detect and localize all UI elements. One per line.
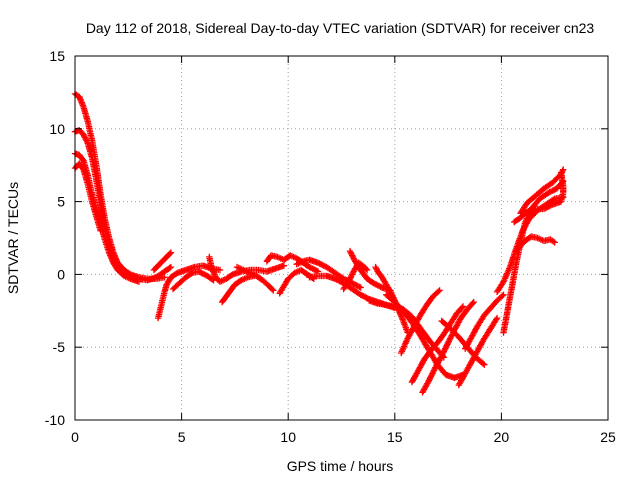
series-arc-5 [150,249,175,274]
plus-markers [462,291,507,352]
grid [75,56,608,420]
y-tick-label: -5 [53,339,66,355]
plus-markers [511,169,567,226]
series-arc-29 [515,233,558,252]
x-tick-label: 20 [494,429,510,445]
series-arc-16 [346,247,394,294]
series-arc-20 [398,287,443,357]
plus-markers [169,268,217,293]
plus-markers [346,247,394,294]
x-tick-label: 15 [387,429,403,445]
plus-markers [233,263,277,294]
plus-markers [150,249,175,274]
plus-markers [218,272,258,306]
x-tick-label: 5 [178,429,186,445]
series-arc-24 [455,314,501,389]
plot-area-border [74,55,609,421]
data-markers [71,90,567,396]
series-arc-9 [218,272,258,306]
series-arc-7 [169,268,217,293]
series-arc-21 [408,303,467,386]
y-tick-label: -10 [45,412,65,428]
y-tick-label: 10 [49,121,65,137]
plus-markers [515,233,558,252]
y-tick-label: 0 [57,266,65,282]
x-tick-label: 0 [71,429,79,445]
x-tick-label: 25 [600,429,616,445]
y-axis-label: SDTVAR / TECUs [5,182,21,294]
axis-ticks: 0 5 10 15 20 25 -10 -5 0 5 10 15 [45,48,616,445]
y-tick-label: 15 [49,48,65,64]
chart-title: Day 112 of 2018, Sidereal Day-to-day VTE… [86,20,595,36]
x-tick-label: 10 [280,429,296,445]
plus-markers [398,287,443,357]
plus-markers [408,303,467,386]
y-tick-label: 5 [57,194,65,210]
plus-markers [276,266,317,297]
series-arc-30 [511,169,567,226]
series-arc-2 [71,127,175,284]
series-arc-12 [276,266,317,297]
plus-markers [455,314,501,389]
series-arc-10 [233,263,277,294]
x-axis-label: GPS time / hours [287,458,394,474]
series-arc-25 [462,291,507,352]
plus-markers [71,127,175,284]
